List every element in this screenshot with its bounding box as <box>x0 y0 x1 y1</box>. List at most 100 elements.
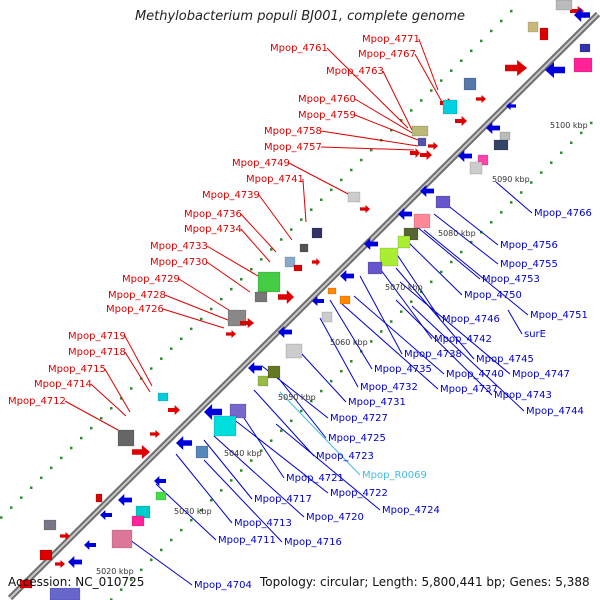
forward-gene-feature <box>158 393 168 401</box>
label-leader-line <box>240 412 284 478</box>
reverse-gene-label: Mpop_4711 <box>218 535 276 546</box>
reverse-gene-label: Mpop_4743 <box>494 390 552 401</box>
reverse-gene-label: Mpop_4724 <box>382 505 440 516</box>
reverse-gene-label: Mpop_4742 <box>434 334 492 345</box>
label-leader-line <box>303 179 306 222</box>
reverse-gene-feature <box>398 236 410 248</box>
label-leader-line <box>355 115 418 140</box>
reverse-gene-feature <box>118 494 132 506</box>
forward-gene-label: Mpop_4741 <box>246 174 304 185</box>
reverse-gene-feature <box>214 416 236 436</box>
forward-gene-label: Mpop_4734 <box>184 224 242 235</box>
label-leader-line <box>415 54 442 102</box>
forward-gene-feature <box>312 258 320 266</box>
forward-gene-feature <box>44 520 56 530</box>
forward-gene-feature <box>300 244 308 252</box>
reverse-gene-label: Mpop_4720 <box>306 512 364 523</box>
forward-gene-label: Mpop_4718 <box>68 347 126 358</box>
scale-label: 5050 kbp <box>278 393 316 402</box>
label-leader-line <box>446 204 498 245</box>
rna-gene-label: Mpop_R0069 <box>362 470 427 481</box>
forward-gene-feature <box>464 78 476 90</box>
label-leader-line <box>320 318 358 387</box>
reverse-gene-feature <box>414 214 430 228</box>
reverse-gene-label: Mpop_4738 <box>404 349 462 360</box>
reverse-gene-label: Mpop_4727 <box>330 413 388 424</box>
reverse-gene-feature <box>176 436 192 450</box>
tick-track-outer <box>0 10 513 519</box>
forward-gene-label: Mpop_4771 <box>362 34 420 45</box>
scale-label: 5090 kbp <box>492 175 530 184</box>
reverse-gene-feature <box>286 344 302 358</box>
reverse-gene-feature <box>132 516 144 526</box>
reverse-gene-feature <box>500 132 510 140</box>
genome-map: 5030 kbp5040 kbp5050 kbp5060 kbp5070 kbp… <box>0 0 600 600</box>
label-leader-line <box>419 39 438 90</box>
label-leader-line <box>91 384 126 416</box>
label-leader-line <box>496 182 532 213</box>
reverse-gene-label: Mpop_4723 <box>316 451 374 462</box>
reverse-gene-label: Mpop_4753 <box>482 274 540 285</box>
label-leader-line <box>125 336 152 386</box>
label-leader-line <box>434 214 498 264</box>
forward-gene-label: Mpop_4749 <box>232 158 290 169</box>
reverse-gene-label: Mpop_4722 <box>330 488 388 499</box>
forward-gene-label: Mpop_4719 <box>68 331 126 342</box>
reverse-gene-feature <box>84 540 96 550</box>
forward-gene-feature <box>428 142 438 150</box>
label-leader-line <box>330 300 372 369</box>
reverse-gene-feature <box>50 588 80 600</box>
forward-gene-feature <box>40 550 52 560</box>
label-leader-line <box>259 195 292 240</box>
forward-gene-label: Mpop_4728 <box>108 290 166 301</box>
reverse-gene-feature <box>196 446 208 458</box>
reverse-gene-label: Mpop_4756 <box>500 240 558 251</box>
forward-gene-feature <box>348 192 360 202</box>
forward-gene-label: Mpop_4757 <box>264 142 322 153</box>
reverse-gene-feature <box>112 530 132 548</box>
reverse-gene-feature <box>156 492 166 500</box>
forward-gene-feature <box>55 560 65 568</box>
reverse-gene-feature <box>494 140 508 150</box>
reverse-gene-feature <box>268 366 280 378</box>
scale-label: 5100 kbp <box>550 121 588 130</box>
reverse-gene-feature <box>100 510 112 520</box>
reverse-gene-label: Mpop_4745 <box>476 354 534 365</box>
reverse-gene-feature <box>580 44 590 52</box>
reverse-gene-label: Mpop_4716 <box>284 537 342 548</box>
forward-gene-label: Mpop_4760 <box>298 94 356 105</box>
reverse-gene-feature <box>340 296 350 304</box>
forward-gene-feature <box>226 330 236 338</box>
label-leader-line <box>321 147 414 150</box>
scale-label: 5060 kbp <box>330 338 368 347</box>
forward-gene-feature <box>443 100 457 114</box>
label-leader-line <box>207 246 258 276</box>
reverse-gene-feature <box>322 312 332 322</box>
forward-gene-feature <box>476 95 486 103</box>
scale-label: 5040 kbp <box>224 449 262 458</box>
label-leader-line <box>105 369 130 412</box>
reverse-gene-label: Mpop_4713 <box>234 518 292 529</box>
forward-gene-feature <box>420 150 432 160</box>
forward-gene-feature <box>294 265 302 271</box>
forward-gene-feature <box>556 0 572 10</box>
forward-gene-feature <box>418 138 426 146</box>
reverse-gene-label: Mpop_4751 <box>530 310 588 321</box>
label-leader-line <box>65 401 118 430</box>
reverse-gene-feature <box>154 476 166 486</box>
forward-gene-label: Mpop_4712 <box>8 396 66 407</box>
reverse-gene-label: Mpop_4747 <box>512 369 570 380</box>
label-leader-line <box>179 279 232 312</box>
forward-gene-label: Mpop_4715 <box>48 364 106 375</box>
reverse-gene-feature <box>368 262 382 274</box>
forward-gene-feature <box>360 205 370 213</box>
forward-gene-label: Mpop_4763 <box>326 66 384 77</box>
reverse-gene-label: Mpop_4740 <box>446 369 504 380</box>
reverse-gene-label: Mpop_4725 <box>328 433 386 444</box>
reverse-gene-label: Mpop_4704 <box>194 580 252 591</box>
forward-gene-label: Mpop_4739 <box>202 190 260 201</box>
reverse-gene-feature <box>380 248 398 266</box>
reverse-gene-feature <box>248 362 262 374</box>
reverse-gene-label: Mpop_4732 <box>360 382 418 393</box>
forward-gene-feature <box>168 405 180 415</box>
